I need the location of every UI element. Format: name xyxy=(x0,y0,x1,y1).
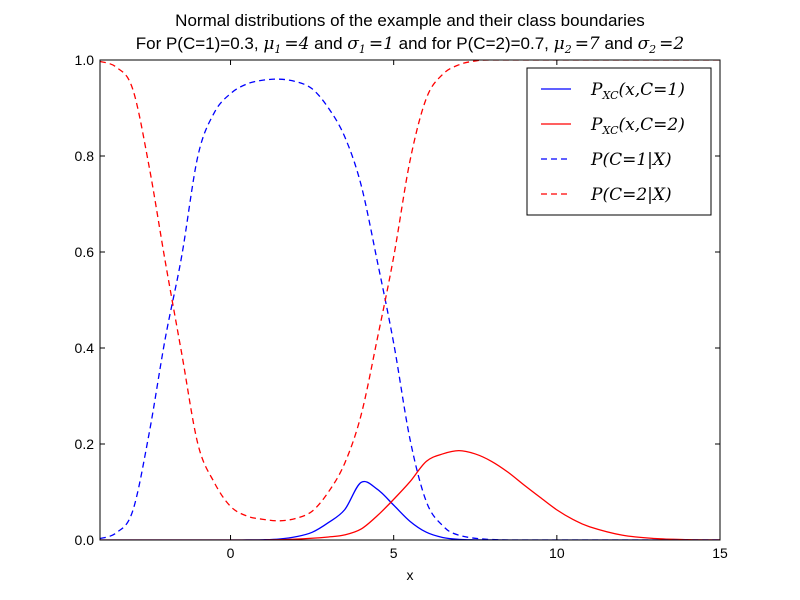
sigma1-value: =1 xyxy=(369,34,394,54)
y-tick-label: 0.0 xyxy=(75,532,95,548)
x-tick-label: 15 xyxy=(712,545,728,561)
x-tick-label: 5 xyxy=(390,545,398,561)
series-line-1 xyxy=(100,480,720,540)
series-line-4 xyxy=(100,60,720,522)
subtitle-part-2: and for P(C=2)=0.7, xyxy=(394,34,554,53)
sigma2-subscript: 2 xyxy=(648,43,656,56)
x-tick-label: 10 xyxy=(549,545,565,561)
mu1-subscript: 1 xyxy=(274,43,281,56)
mu1-value: =4 xyxy=(284,34,309,54)
y-tick-label: 1.0 xyxy=(75,52,95,68)
mu2-symbol: μ xyxy=(554,34,565,54)
axes: 0 5 10 15 0.0 0.2 0.4 0.6 0.8 1.0 xyxy=(75,52,728,561)
x-axis-label: x xyxy=(407,567,414,583)
subtitle-and-1: and xyxy=(309,34,347,53)
y-tick-label: 0.8 xyxy=(75,148,95,164)
x-tick-label: 0 xyxy=(227,545,235,561)
legend-label-2: PXC(x,C=2) xyxy=(590,115,685,137)
subtitle-and-2: and xyxy=(600,34,638,53)
y-tick-label: 0.2 xyxy=(75,436,95,452)
series-line-2 xyxy=(100,449,720,540)
sigma1-subscript: 1 xyxy=(359,43,366,56)
y-tick-label: 0.4 xyxy=(75,340,95,356)
sigma2-value: =2 xyxy=(659,34,684,54)
legend-box xyxy=(526,67,712,216)
chart-subtitle: For P(C=1)=0.3, μ1 =4 and σ1 =1 and for P(… xyxy=(136,34,684,56)
mu1-symbol: μ xyxy=(263,34,274,54)
chart-title: Normal distributions of the example and … xyxy=(175,11,645,30)
legend-label-3: P(C=1|X) xyxy=(590,150,672,170)
y-tick-label: 0.6 xyxy=(75,244,95,260)
mu2-value: =7 xyxy=(575,34,600,54)
axes-frame xyxy=(99,59,721,541)
sigma1-symbol: σ xyxy=(347,34,359,54)
legend-label-4: P(C=2|X) xyxy=(590,185,672,205)
subtitle-part-1: For P(C=1)=0.3, xyxy=(136,34,264,53)
mu2-subscript: 2 xyxy=(564,43,572,56)
legend: PXC(x,C=1) PXC(x,C=2) P(C=1|X) P(C=2|X) xyxy=(526,67,712,216)
sigma2-symbol: σ xyxy=(638,34,650,54)
legend-label-1: PXC(x,C=1) xyxy=(590,80,685,102)
